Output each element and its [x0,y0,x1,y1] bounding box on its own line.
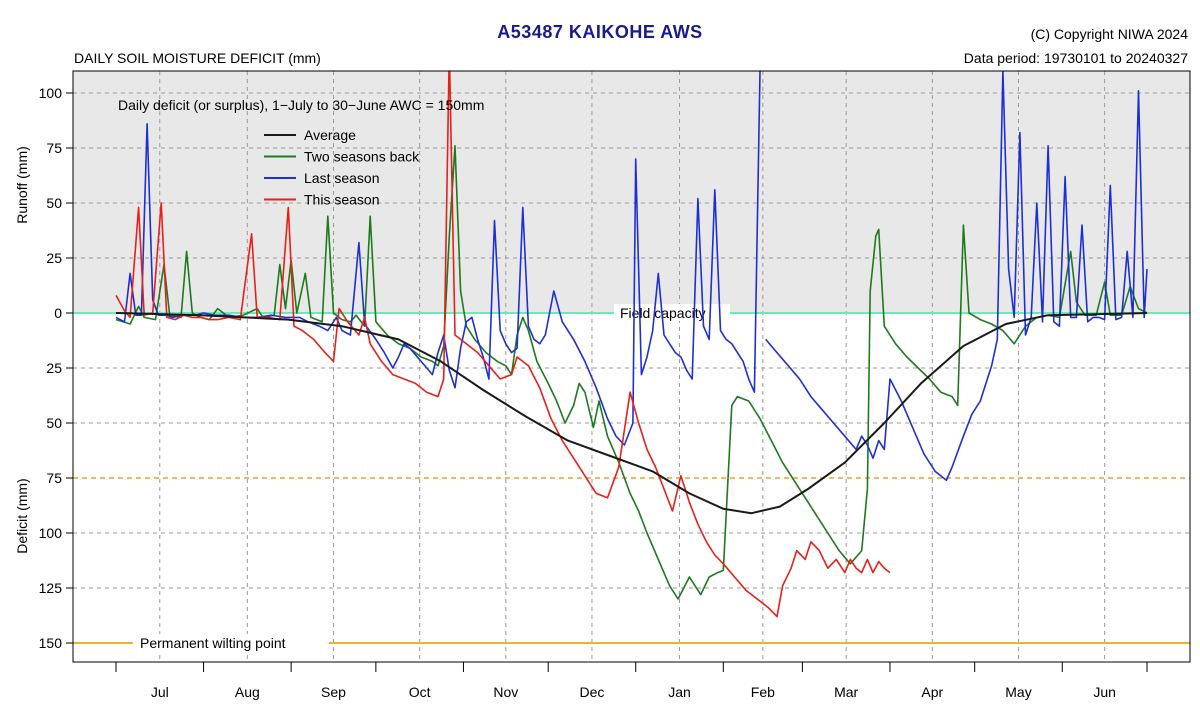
chart-annotation: Daily deficit (or surplus), 1−July to 30… [118,97,484,113]
x-tick-label: Apr [921,684,943,700]
x-tick-label: Aug [235,684,260,700]
x-tick-label: Nov [493,684,518,700]
y-tick-label: 75 [46,140,62,156]
data-period-text: Data period: 19730101 to 20240327 [963,50,1188,66]
legend-label-average: Average [304,127,356,143]
x-tick-label: Oct [409,684,431,700]
y-tick-label: 75 [46,470,62,486]
y-tick-label: 25 [46,360,62,376]
y-tick-label: 0 [54,305,62,321]
x-tick-label: Jul [151,684,169,700]
plot-frame [72,70,1191,663]
y-tick-label: 100 [39,525,63,541]
x-tick-label: Sep [321,684,346,700]
series-group [115,71,1148,618]
y-tick-label: 50 [46,195,62,211]
legend-label-last-season: Last season [304,170,380,186]
reference-lines: Field capacity Permanent wilting point [73,304,1190,651]
x-tick-label: Feb [751,684,775,700]
x-tick-label: Jan [668,684,691,700]
legend-label-two-seasons-back: Two seasons back [304,149,420,165]
y-tick-label: 150 [39,635,63,651]
y-tick-label: 100 [39,85,63,101]
series-line-two-seasons-back [115,145,1148,600]
field-capacity-label: Field capacity [620,305,706,321]
y-axis: 100 75 50 25 0 25 50 75 100 125 150 [39,85,73,651]
y-tick-label: 25 [46,250,62,266]
series-line-this-season [115,71,891,618]
legend: Average Two seasons back Last season This s… [264,127,420,208]
y-tick-label: 125 [39,580,63,596]
x-tick-label: Mar [834,684,858,700]
x-tick-label: Dec [580,684,605,700]
wilting-point-label-bg [133,634,329,651]
x-tick-label: Jun [1093,684,1116,700]
x-tick-label: May [1005,684,1031,700]
field-capacity-label-bg [614,304,730,321]
x-axis: Jul Aug Sep Oct Nov Dec Jan Feb Mar Apr May Jun [115,662,1148,700]
chart-subtitle: DAILY SOIL MOISTURE DEFICIT (mm) [74,50,321,66]
copyright-text: (C) Copyright NIWA 2024 [1030,26,1188,42]
legend-label-this-season: This season [304,192,379,208]
y-tick-label: 50 [46,415,62,431]
y-label-runoff: Runoff (mm) [14,146,30,224]
chart-title: A53487 KAIKOHE AWS [497,22,703,42]
y-label-deficit: Deficit (mm) [14,478,30,553]
wilting-point-label: Permanent wilting point [140,635,286,651]
series-line-average [115,312,1148,515]
